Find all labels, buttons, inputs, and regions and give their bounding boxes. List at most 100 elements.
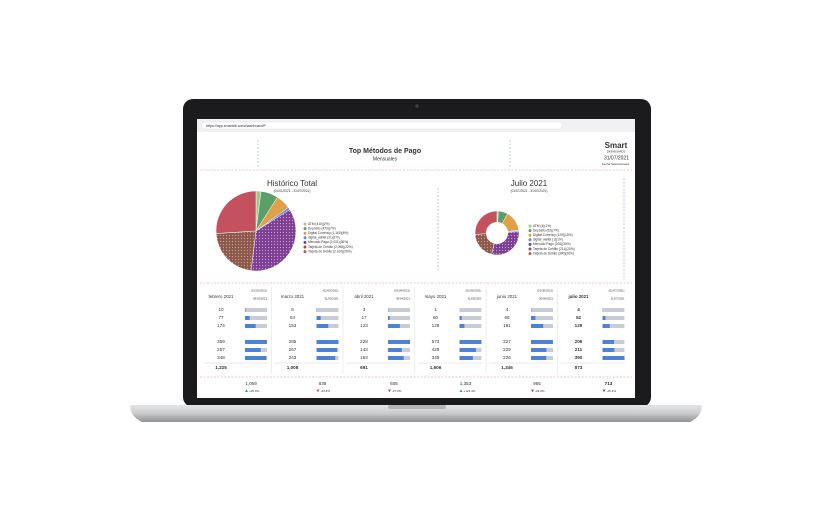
legend-label: Digital Currency (1,160)(6%) xyxy=(308,231,348,235)
bar xyxy=(459,348,476,352)
bar xyxy=(531,316,536,320)
column-total: 1,346 xyxy=(501,365,513,370)
cell-value: 390 xyxy=(575,355,583,360)
bar xyxy=(602,356,625,360)
summary-value: 713 xyxy=(605,381,613,386)
cell-value: 174 xyxy=(217,323,225,328)
range-start: (01/03/2021) xyxy=(323,289,339,293)
month-label: julio 2021 xyxy=(567,294,589,299)
legend-label: Depósito (52)(7%) xyxy=(533,228,559,232)
column-total: 1,606 xyxy=(430,365,442,370)
trend-icon xyxy=(245,389,248,392)
summary-value: 838 xyxy=(319,381,327,386)
summary-value: 1,353 xyxy=(460,381,472,386)
bar-track xyxy=(602,324,625,328)
legend-swatch xyxy=(528,224,532,228)
legend-label: Digital Currency (129)(15%) xyxy=(533,233,573,237)
legend-swatch xyxy=(528,233,532,237)
bar xyxy=(602,324,610,328)
month-label: abril 2021 xyxy=(354,294,374,299)
laptop-base xyxy=(130,405,702,422)
legend-label: digital_wallet (21)(1%) xyxy=(308,236,340,240)
bar-track xyxy=(602,316,625,320)
cell-value: 153 xyxy=(289,323,297,328)
range-start: (01/07/2021) xyxy=(609,289,625,293)
cell-value: 429 xyxy=(432,347,440,352)
bar xyxy=(531,324,544,328)
summary-change: -20.8% xyxy=(321,389,331,393)
bar xyxy=(388,324,400,328)
range-end: 31/07/2021 xyxy=(611,297,625,301)
cell-value: 211 xyxy=(575,347,583,352)
cell-value: 52 xyxy=(576,315,582,320)
summary-value: 955 xyxy=(533,381,541,386)
pie-range: (01/01/2021 - 31/07/2021) xyxy=(274,189,311,193)
legend-swatch xyxy=(303,231,307,235)
legend-label: Mercado Pago (2,001)(36%) xyxy=(308,240,348,244)
cell-value: 128 xyxy=(432,323,440,328)
range-end: 30/06/2021 xyxy=(539,297,553,301)
bar xyxy=(602,348,615,352)
bar xyxy=(245,324,256,328)
cell-value: 228 xyxy=(360,339,368,344)
legend-swatch xyxy=(303,250,307,254)
cell-value: 4 xyxy=(577,307,580,312)
legend-swatch xyxy=(303,236,307,240)
bar-track xyxy=(316,316,339,320)
selected-date: 31/07/2021 xyxy=(604,155,629,161)
summary-change: -25.4% xyxy=(607,389,617,393)
logo: Smart xyxy=(605,141,628,150)
bar-track xyxy=(459,308,482,312)
logo-sub: DASHBOARDS xyxy=(607,150,625,154)
bar xyxy=(316,316,321,320)
cell-value: 60 xyxy=(433,315,439,320)
summary-change: +45.0% xyxy=(249,389,260,393)
camera xyxy=(415,104,419,108)
date-label: Fecha Seleccionada xyxy=(602,162,630,166)
cell-value: 6 xyxy=(291,307,294,312)
legend-swatch xyxy=(303,222,307,226)
bar xyxy=(531,356,547,360)
legend-label: ATM (4)(1%) xyxy=(533,224,551,228)
bar xyxy=(531,348,547,352)
legend-label: Depósito (470)(7%) xyxy=(308,226,336,230)
bar xyxy=(316,340,339,344)
cell-value: 229 xyxy=(503,347,511,352)
bar xyxy=(602,340,615,344)
range-end: 31/05/2021 xyxy=(468,297,482,301)
cell-value: 348 xyxy=(217,355,225,360)
bar xyxy=(388,316,390,320)
cell-value: 359 xyxy=(217,339,225,344)
column-total: 1,008 xyxy=(287,365,299,370)
cell-value: 10 xyxy=(218,307,224,312)
trend-icon xyxy=(531,389,534,393)
bar-track xyxy=(388,308,410,312)
bar-track xyxy=(459,324,482,328)
bar-track xyxy=(531,308,553,312)
bar xyxy=(531,340,553,344)
dashboard-subtitle: Mensuales xyxy=(373,156,398,162)
pie-slice xyxy=(250,209,297,272)
cell-value: 206 xyxy=(575,339,583,344)
bar-track xyxy=(531,316,553,320)
address-bar[interactable] xyxy=(201,121,563,130)
legend-swatch xyxy=(528,247,532,251)
range-end: 28/02/2021 xyxy=(253,297,267,301)
cell-value: 143 xyxy=(360,347,368,352)
summary-change: +123.4% xyxy=(464,389,476,393)
legend-label: Tarjeta de Débito (390)(26%) xyxy=(533,251,574,255)
cell-value: 17 xyxy=(361,315,367,320)
range-end: 31/03/2021 xyxy=(325,297,339,301)
cell-value: 66 xyxy=(504,315,510,320)
cell-value: 327 xyxy=(503,339,511,344)
legend-label: Tarjeta de Crédito (211)(20%) xyxy=(533,247,575,251)
trend-icon xyxy=(602,389,606,393)
cell-value: 285 xyxy=(289,339,297,344)
cell-value: 181 xyxy=(503,323,511,328)
legend-swatch xyxy=(528,252,532,256)
month-label: febrero 2021 xyxy=(209,294,234,299)
bar xyxy=(245,340,267,344)
bar-track xyxy=(602,308,625,312)
